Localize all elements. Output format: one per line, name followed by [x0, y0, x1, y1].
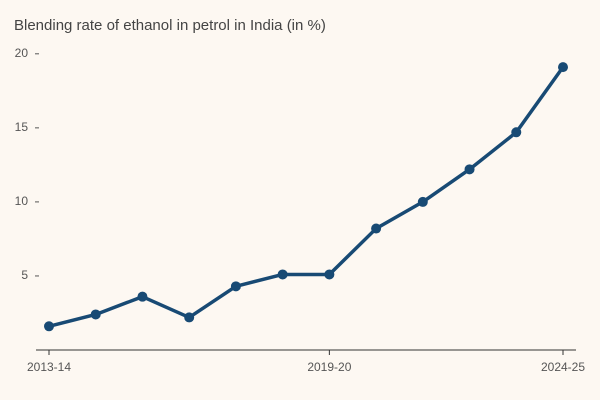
point — [44, 321, 54, 332]
y-tick-label: 5 — [21, 268, 28, 282]
point — [230, 281, 241, 292]
point — [417, 196, 428, 207]
point — [371, 223, 382, 234]
y-tick-label: 10 — [15, 194, 29, 208]
point — [137, 291, 148, 302]
point — [184, 312, 195, 323]
x-tick-label: 2013-14 — [27, 360, 71, 374]
point — [464, 164, 475, 175]
x-tick-label: 2019-20 — [307, 360, 351, 374]
point — [558, 62, 568, 73]
y-tick-label: 15 — [15, 120, 29, 134]
point — [90, 309, 101, 320]
chart-subtitle: Blending rate of ethanol in petrol in In… — [14, 17, 326, 34]
point — [277, 269, 288, 280]
point — [324, 269, 335, 280]
x-tick-label: 2024-25 — [541, 360, 585, 374]
line — [48, 66, 565, 329]
point — [511, 127, 522, 138]
y-tick-label: 20 — [15, 46, 29, 60]
